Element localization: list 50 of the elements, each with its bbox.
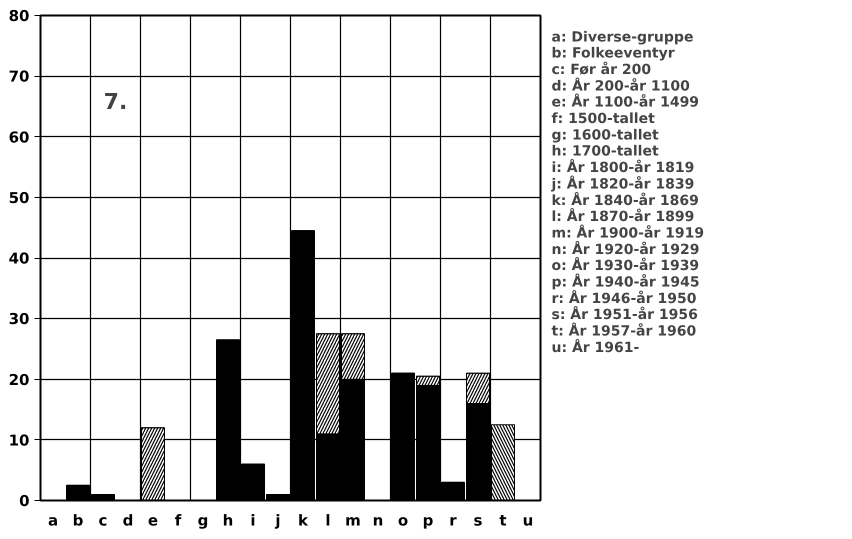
text: s: År 1951-år 1956 (552, 306, 698, 324)
text: o: År 1930-år 1939 (552, 257, 700, 274)
text: e: År 1100-år 1499 (552, 94, 700, 111)
text: f: 1500-tallet (552, 111, 656, 128)
x-tick-label: u (522, 512, 534, 530)
annotation: 7. (104, 90, 128, 115)
text: k: År 1840-år 1869 (552, 192, 699, 209)
x-tick-label: g (198, 512, 208, 530)
x-tick-label: t (499, 512, 507, 530)
x-tick-label: j (274, 512, 281, 530)
y-tick-label: 20 (8, 370, 30, 389)
y-tick-label: 40 (8, 250, 30, 268)
x-tick-label: r (449, 512, 458, 530)
text: b: Folkeeventyr (552, 46, 675, 62)
x-tick-label: c (98, 512, 108, 530)
x-tick-label: a (48, 512, 58, 530)
text: j: År 1820-år 1839 (550, 175, 694, 192)
x-tick-label: d (122, 512, 134, 530)
text: l: År 1870-år 1899 (552, 208, 694, 226)
y-tick-label: 60 (8, 128, 30, 146)
text: d: År 200-år 1100 (552, 77, 690, 94)
x-tick-label: b (72, 512, 84, 530)
y-tick-label: 50 (8, 188, 30, 207)
text: c: Før år 200 (552, 61, 652, 78)
text: n: År 1920-år 1929 (552, 240, 700, 258)
y-tick-label: 30 (8, 310, 30, 328)
x-tick-label: i (250, 512, 256, 530)
text: h: 1700-tallet (552, 144, 659, 160)
x-tick-label: n (372, 512, 384, 530)
x-tick-label: f (174, 512, 182, 530)
x-tick-label: p (422, 512, 434, 530)
x-tick-label: o (398, 512, 408, 530)
x-tick-label: m (345, 512, 361, 530)
y-tick-label: 10 (8, 431, 30, 450)
x-tick-label: h (222, 512, 234, 530)
y-tick-label: 80 (8, 7, 30, 25)
x-tick-label: k (298, 512, 310, 530)
y-tick-label: 70 (8, 68, 30, 86)
text: r: År 1946-år 1950 (552, 290, 697, 307)
text: p: År 1940-år 1945 (552, 273, 700, 290)
x-tick-label: e (148, 512, 158, 530)
y-tick-label: 0 (19, 492, 30, 510)
x-tick-label: l (325, 512, 331, 530)
text: i: År 1800-år 1819 (552, 159, 694, 176)
text: u: År 1961- (552, 338, 640, 356)
text: g: 1600-tallet (552, 127, 659, 144)
text: a: Diverse-gruppe (552, 29, 694, 46)
text: m: År 1900-år 1919 (552, 224, 704, 242)
x-tick-label: s (474, 512, 483, 530)
text: t: År 1957-år 1960 (552, 322, 697, 340)
